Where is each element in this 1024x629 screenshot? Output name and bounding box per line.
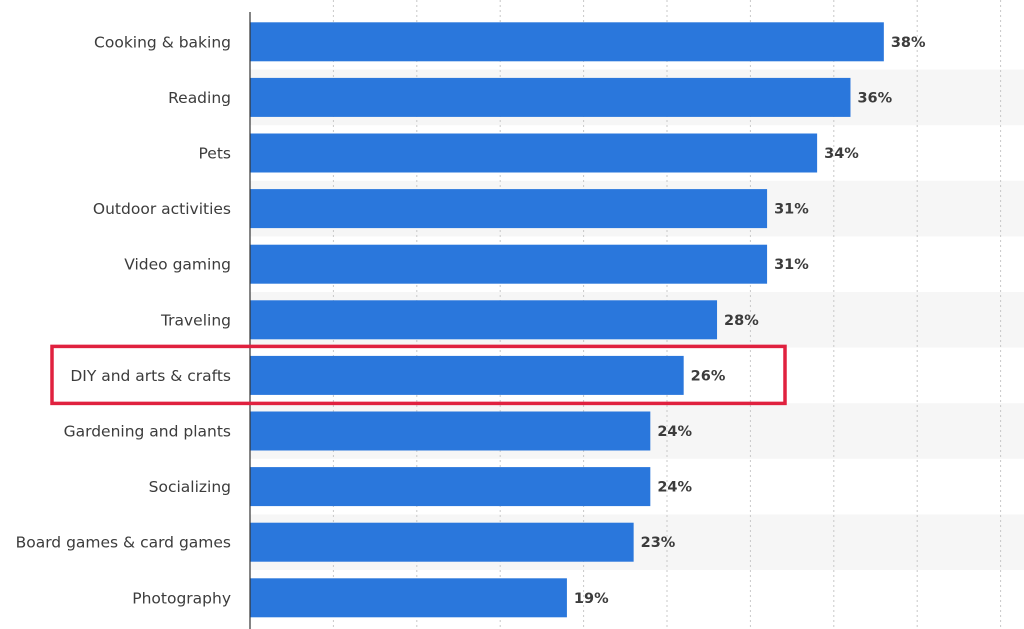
category-label: Photography xyxy=(132,589,231,607)
bar xyxy=(250,244,768,284)
value-label: 34% xyxy=(824,146,859,162)
value-label: 28% xyxy=(724,313,759,329)
value-label: 31% xyxy=(774,202,809,218)
category-labels: Cooking & baking Reading Pets Outdoor activ… xyxy=(16,33,231,607)
category-label: Pets xyxy=(199,145,231,163)
value-labels: 38% 36% 34% 31% 31% 28% 26% 24% 24% 23% 19% xyxy=(574,35,926,607)
value-label: 24% xyxy=(657,480,692,496)
value-label: 38% xyxy=(891,35,926,51)
bar xyxy=(250,300,718,340)
bar xyxy=(250,189,768,229)
value-label: 19% xyxy=(574,591,609,607)
value-label: 36% xyxy=(857,90,892,106)
value-label: 31% xyxy=(774,257,809,273)
value-label: 24% xyxy=(657,424,692,440)
category-label: Gardening and plants xyxy=(64,423,231,441)
bar xyxy=(250,22,884,62)
category-label: Cooking & baking xyxy=(94,33,231,51)
category-label: DIY and arts & crafts xyxy=(70,367,231,385)
value-label: 23% xyxy=(641,535,676,551)
value-label: 26% xyxy=(691,368,726,384)
bars xyxy=(250,22,884,618)
category-label: Video gaming xyxy=(124,256,231,274)
bar xyxy=(250,522,634,562)
highlight-box xyxy=(50,344,787,406)
bar xyxy=(250,467,651,507)
bar xyxy=(250,77,851,117)
category-label: Socializing xyxy=(149,478,231,496)
category-label: Outdoor activities xyxy=(93,200,231,218)
category-label: Reading xyxy=(168,89,231,107)
category-label: Traveling xyxy=(160,311,231,329)
category-label: Board games & card games xyxy=(16,534,231,552)
bar xyxy=(250,578,567,618)
bar xyxy=(250,133,818,173)
bar xyxy=(250,411,651,451)
bar xyxy=(250,355,684,395)
